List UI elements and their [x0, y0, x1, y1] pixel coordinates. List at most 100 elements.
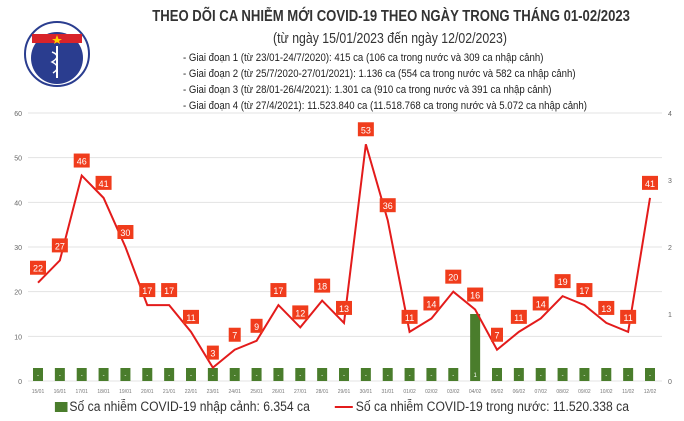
x-tick-label: 26/01: [272, 389, 285, 395]
line-data-label: 11: [514, 313, 523, 323]
phase-1-note: - Giai đoạn 1 (từ 23/01-24/7/2020): 415 …: [183, 52, 544, 64]
bar-imported-cases: [426, 368, 437, 381]
bar-imported-cases: [492, 368, 502, 381]
legend-bar-label: Số ca nhiễm COVID-19 nhập cảnh: 6.354 ca: [69, 399, 310, 414]
line-data-label: 13: [339, 304, 349, 314]
x-tick-label: 30/01: [360, 389, 373, 395]
bar-data-label: -: [299, 373, 301, 379]
bar-imported-cases: [33, 368, 43, 381]
bar-imported-cases: [207, 368, 218, 381]
data-label-box: [401, 309, 418, 324]
bar-imported-cases: [98, 368, 109, 381]
x-tick-label: 17/01: [75, 389, 88, 395]
data-label-box: [576, 283, 593, 298]
data-label-box: [206, 345, 219, 360]
data-label-box: [161, 283, 178, 298]
bar-data-label: -: [583, 373, 585, 379]
x-tick-label: 28/01: [316, 389, 329, 395]
data-label-box: [491, 327, 503, 342]
bar-imported-cases: [601, 368, 612, 381]
bar-imported-cases: [645, 368, 655, 381]
line-data-label: 20: [448, 273, 458, 283]
x-tick-label: 03/02: [447, 389, 460, 395]
legend-bar-swatch: [55, 402, 68, 413]
data-label-box: [336, 300, 352, 315]
bar-imported-cases: [76, 368, 87, 381]
line-data-label: 16: [470, 291, 480, 301]
line-data-label: 7: [494, 331, 499, 341]
bar-data-label: -: [605, 373, 607, 379]
bar-imported-cases: [513, 368, 524, 381]
data-label-box: [183, 309, 199, 324]
phase-4-note: - Giai đoạn 4 (từ 27/4/2021): 11.523.840…: [183, 100, 587, 112]
x-tick-label: 05/02: [491, 389, 504, 395]
bar-data-label: -: [343, 373, 345, 379]
data-label-box: [620, 309, 637, 324]
bar-data-label: -: [190, 373, 192, 379]
y-right-tick-label: 4: [668, 111, 672, 118]
x-tick-label: 15/01: [32, 389, 45, 395]
bar-data-label: -: [452, 373, 454, 379]
bar-data-label: -: [81, 373, 83, 379]
line-data-label: 11: [186, 313, 195, 323]
x-tick-label: 06/02: [513, 389, 526, 395]
x-tick-label: 21/01: [163, 389, 176, 395]
bar-imported-cases: [54, 368, 65, 381]
line-data-label: 17: [142, 286, 152, 296]
data-label-box: [228, 327, 241, 342]
data-label-box: [532, 296, 549, 311]
bar-imported-cases: [623, 368, 634, 381]
x-tick-label: 04/02: [469, 389, 482, 395]
bar-imported-cases: [164, 368, 175, 381]
x-tick-label: 18/01: [97, 389, 110, 395]
x-tick-label: 08/02: [556, 389, 569, 395]
line-domestic-cases: [37, 143, 651, 370]
data-label-box: [30, 260, 46, 275]
bar-data-label: -: [37, 373, 39, 379]
line-data-label: 11: [623, 313, 632, 323]
legend-line-label: Số ca nhiễm COVID-19 trong nước: 11.520.…: [355, 399, 629, 414]
bar-imported-cases: [360, 368, 371, 381]
bar-imported-cases: [317, 368, 328, 381]
line-data-label: 17: [164, 286, 174, 296]
y-right-tick-label: 1: [668, 312, 672, 319]
y-left-tick-label: 50: [14, 156, 22, 163]
bar-data-label: -: [277, 373, 279, 379]
data-label-box: [642, 175, 658, 190]
bar-imported-cases: [557, 368, 568, 381]
x-tick-label: 23/01: [207, 389, 220, 395]
line-data-label: 41: [645, 179, 655, 189]
bar-data-label: -: [103, 373, 105, 379]
line-data-label: 30: [120, 228, 130, 238]
bar-imported-cases: [142, 368, 153, 381]
data-label-box: [510, 309, 527, 324]
data-label-box: [51, 238, 68, 253]
bar-imported-cases: [579, 368, 590, 381]
y-right-tick-label: 3: [668, 178, 672, 185]
data-label-box: [250, 318, 263, 333]
bar-imported-cases: [404, 368, 415, 381]
bar-data-label: -: [627, 373, 629, 379]
x-tick-label: 12/02: [644, 389, 657, 395]
legend-line-swatch: [335, 406, 354, 409]
y-left-tick-label: 20: [14, 290, 22, 297]
line-data-label: 18: [317, 282, 327, 292]
x-tick-label: 20/01: [141, 389, 154, 395]
bar-data-label: -: [430, 373, 432, 379]
bar-imported-cases: [339, 368, 349, 381]
data-label-box: [379, 198, 396, 213]
line-data-label: 17: [273, 286, 283, 296]
bar-imported-cases: [273, 368, 284, 381]
line-data-label: 36: [383, 201, 393, 211]
bar-data-label: -: [409, 373, 411, 379]
data-label-box: [73, 153, 90, 168]
x-tick-label: 19/01: [119, 389, 132, 395]
line-data-label: 11: [405, 313, 414, 323]
line-data-label: 9: [254, 322, 259, 332]
bar-imported-cases: [251, 368, 262, 381]
y-left-tick-label: 40: [14, 200, 22, 207]
bar-data-label: -: [365, 373, 367, 379]
bar-data-label: -: [256, 373, 258, 379]
